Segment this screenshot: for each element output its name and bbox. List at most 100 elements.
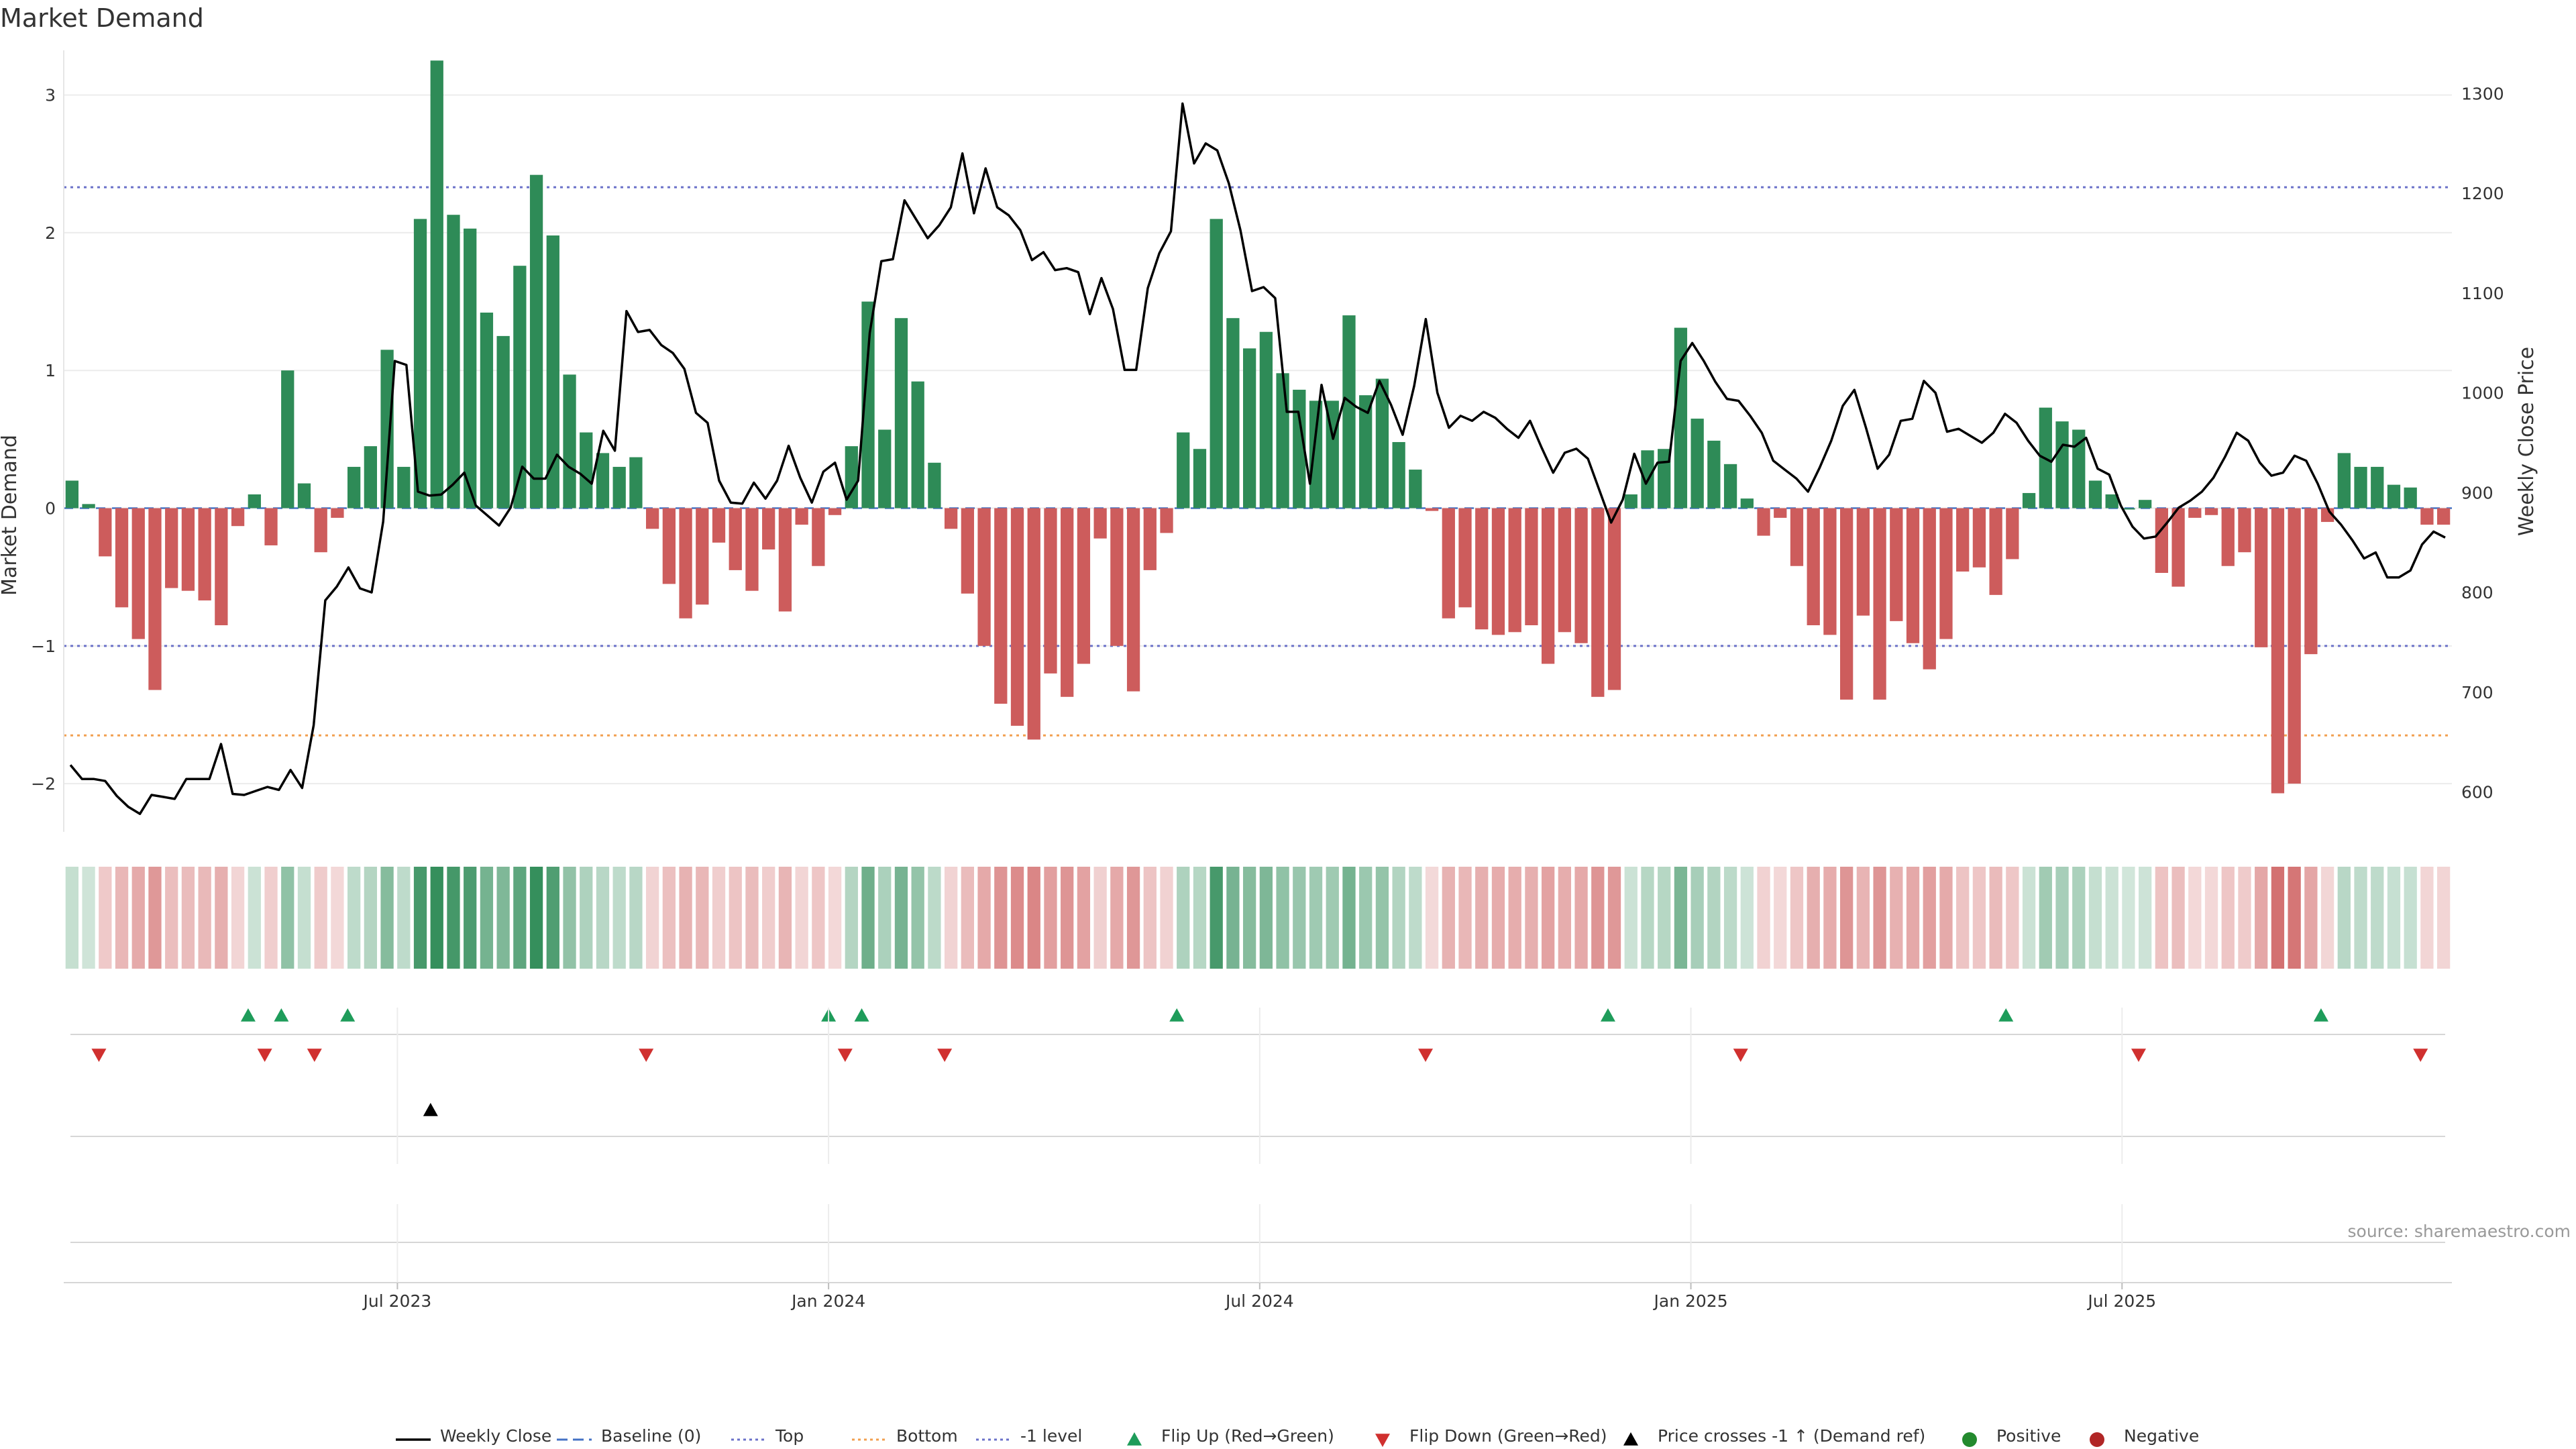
- strip-cell-51: [911, 867, 924, 969]
- demand-bar-65: [1143, 508, 1157, 570]
- flip-down-marker-5: [937, 1049, 953, 1062]
- legend-label-3: Bottom: [896, 1426, 958, 1446]
- strip-cell-24: [464, 867, 477, 969]
- x-tick-labels: Jul 2023 Jan 2024 Jul 2024 Jan 2025 Jul 2025: [362, 1008, 2156, 1311]
- demand-bar-61: [1077, 508, 1091, 664]
- strip-cell-93: [1607, 867, 1621, 969]
- strip-cell-96: [1658, 867, 1671, 969]
- flip-down-marker-2: [307, 1049, 322, 1062]
- strip-cell-77: [1342, 867, 1356, 969]
- strip-cell-62: [1093, 867, 1107, 969]
- demand-bar-12: [264, 508, 278, 545]
- demand-bar-142: [2420, 508, 2434, 525]
- demand-bar-137: [2337, 453, 2351, 508]
- flip-down-marker-6: [1418, 1049, 1434, 1062]
- demand-bar-82: [1425, 508, 1439, 511]
- demand-bar-59: [1044, 508, 1057, 674]
- strip-cell-120: [2055, 867, 2069, 969]
- demand-bar-26: [496, 335, 510, 508]
- strip-cell-102: [1757, 867, 1770, 969]
- demand-bar-21: [413, 219, 427, 508]
- strip-cell-111: [1906, 867, 1920, 969]
- demand-bar-4: [131, 508, 145, 639]
- legend-label-1: Baseline (0): [601, 1426, 701, 1446]
- demand-bar-70: [1226, 318, 1240, 508]
- demand-bar-36: [662, 508, 676, 584]
- demand-bar-14: [297, 483, 311, 508]
- demand-bar-20: [397, 466, 411, 508]
- strip-cell-114: [1956, 867, 1970, 969]
- strip-cell-14: [297, 867, 311, 969]
- strip-cell-38: [696, 867, 709, 969]
- y2-tick-label-6: 1200: [2461, 184, 2504, 203]
- strip-cell-17: [347, 867, 361, 969]
- demand-bar-38: [696, 508, 709, 605]
- flip-markers: [70, 1008, 2445, 1062]
- strip-cell-124: [2122, 867, 2135, 969]
- strip-cell-128: [2188, 867, 2202, 969]
- demand-bar-89: [1541, 508, 1555, 664]
- legend-label-5: Flip Up (Red→Green): [1161, 1426, 1334, 1446]
- demand-bar-16: [331, 508, 344, 518]
- chart-title: Market Demand: [0, 3, 204, 33]
- strip-cell-5: [148, 867, 162, 969]
- strip-cell-0: [65, 867, 79, 969]
- demand-bar-107: [1839, 508, 1854, 700]
- strip-cell-66: [1160, 867, 1173, 969]
- demand-bar-78: [1359, 395, 1373, 508]
- demand-heat-strip: [65, 867, 2451, 969]
- demand-bar-15: [314, 508, 327, 553]
- axes: [63, 50, 2452, 1283]
- demand-bar-80: [1392, 441, 1405, 508]
- y2-tick-label-7: 1300: [2461, 84, 2504, 103]
- strip-cell-103: [1774, 867, 1787, 969]
- demand-bar-88: [1525, 508, 1538, 626]
- demand-bar-47: [845, 446, 858, 508]
- demand-bar-0: [65, 480, 79, 508]
- y2-tick-label-2: 800: [2461, 583, 2493, 602]
- demand-bar-100: [1723, 464, 1737, 508]
- strip-cell-115: [1972, 867, 1986, 969]
- flip-down-marker-0: [91, 1049, 107, 1062]
- flip-up-marker-5: [1169, 1008, 1185, 1022]
- demand-bar-51: [911, 381, 924, 508]
- demand-bar-24: [464, 228, 477, 508]
- strip-cell-79: [1375, 867, 1389, 969]
- demand-bar-32: [596, 453, 610, 508]
- demand-bar-131: [2238, 508, 2251, 553]
- strip-cell-70: [1226, 867, 1240, 969]
- demand-bar-37: [679, 508, 692, 619]
- demand-bar-33: [612, 466, 626, 508]
- strip-cell-126: [2155, 867, 2169, 969]
- strip-cell-69: [1210, 867, 1223, 969]
- demand-bar-9: [215, 508, 228, 626]
- demand-bar-135: [2304, 508, 2318, 655]
- y-tick-label-1: −1: [31, 637, 56, 656]
- x-tick-label-1: Jan 2024: [790, 1291, 865, 1311]
- demand-bar-91: [1574, 508, 1588, 643]
- x-tick-label-0: Jul 2023: [362, 1291, 432, 1311]
- strip-cell-45: [812, 867, 825, 969]
- demand-bar-22: [430, 60, 443, 508]
- demand-bar-140: [2387, 484, 2401, 508]
- strip-cell-8: [198, 867, 211, 969]
- demand-bar-92: [1591, 508, 1605, 697]
- strip-cell-123: [2105, 867, 2118, 969]
- demand-bar-2: [99, 508, 112, 557]
- strip-cell-72: [1259, 867, 1273, 969]
- demand-bar-96: [1658, 449, 1671, 508]
- legend-swatch-6: [1375, 1434, 1390, 1447]
- reference-lines: [64, 186, 2452, 737]
- flip-down-marker-9: [2413, 1049, 2428, 1062]
- demand-bar-103: [1774, 508, 1787, 518]
- strip-cell-20: [397, 867, 411, 969]
- strip-cell-76: [1326, 867, 1339, 969]
- demand-bar-141: [2404, 487, 2417, 508]
- y2-tick-labels: 600 700 800 900 1000 1100 1200 1300: [2461, 84, 2504, 802]
- strip-cell-86: [1491, 867, 1505, 969]
- legend-label-9: Negative: [2124, 1426, 2199, 1446]
- flip-up-marker-7: [1998, 1008, 2014, 1022]
- strip-cell-74: [1293, 867, 1306, 969]
- demand-bar-25: [480, 312, 494, 508]
- legend-swatch-7: [1623, 1432, 1638, 1446]
